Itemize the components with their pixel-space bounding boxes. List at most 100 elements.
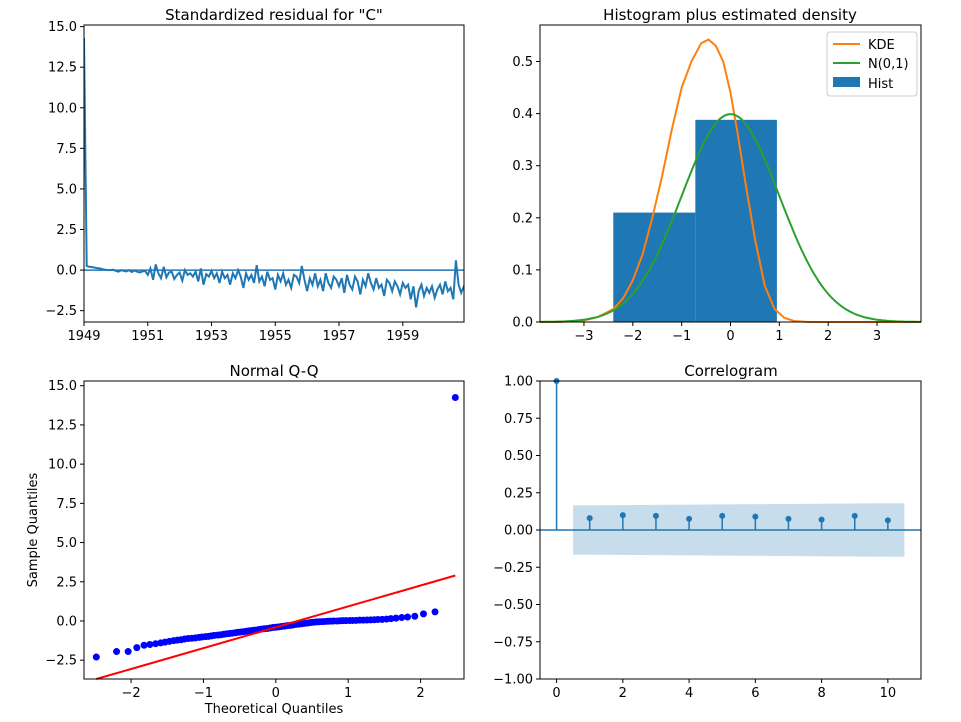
- histogram-x-tick-label: −2: [623, 329, 642, 344]
- correlogram-y-tick-label: 0.25: [504, 486, 533, 501]
- acf-marker: [586, 515, 593, 522]
- acf-marker: [785, 515, 792, 522]
- histogram-x-tick-label: −1: [672, 329, 691, 344]
- qq-point: [419, 610, 427, 618]
- correlogram-x-tick-label: 2: [619, 686, 627, 701]
- correlogram-x-tick-label: 8: [817, 686, 825, 701]
- correlogram-x-tick-label: 10: [880, 686, 897, 701]
- correlogram-y-tick-label: 0.50: [504, 449, 533, 464]
- qq-reference-line: [96, 574, 456, 680]
- residual-y-tick-label: 12.5: [48, 61, 77, 76]
- residual-title: Standardized residual for "C": [165, 6, 383, 24]
- qq-point: [451, 393, 459, 401]
- qq-panel: Normal Q-Q Theoretical Quantiles Sample …: [26, 362, 465, 717]
- qq-point: [398, 614, 406, 622]
- qq-point: [133, 644, 141, 652]
- histogram-title: Histogram plus estimated density: [603, 6, 857, 24]
- acf-marker: [652, 512, 659, 519]
- residual-axes-frame: [83, 24, 465, 323]
- qq-point: [411, 612, 419, 620]
- acf-marker: [719, 512, 726, 519]
- qq-point: [146, 640, 154, 648]
- qq-x-tick-label: 0: [272, 686, 280, 701]
- residual-x-tick-label: 1949: [67, 329, 100, 344]
- histogram-bar: [695, 119, 777, 323]
- qq-x-tick-label: −1: [194, 686, 213, 701]
- correlogram-panel: Correlogram 0 2 4 6 8 10 −1.00 −0.75 −0.50 −0.25 0…: [493, 362, 922, 701]
- correlogram-title: Correlogram: [684, 362, 777, 380]
- correlogram-y-tick-label: 1.00: [504, 375, 533, 390]
- histogram-legend: KDE N(0,1) Hist: [826, 31, 918, 97]
- residual-x-tick-label: 1953: [195, 329, 228, 344]
- correlogram-y-tick-label: −0.75: [493, 635, 533, 650]
- residual-x-tick-label: 1957: [322, 329, 355, 344]
- correlogram-y-tick-label: 0.75: [504, 412, 533, 427]
- qq-x-tick-label: 1: [344, 686, 352, 701]
- qq-point: [124, 648, 132, 656]
- qq-xlabel: Theoretical Quantiles: [204, 702, 344, 717]
- qq-point: [404, 613, 412, 621]
- qq-point: [392, 614, 400, 622]
- qq-point: [431, 608, 439, 616]
- qq-point: [92, 653, 100, 661]
- correlogram-y-tick-label: −1.00: [493, 673, 533, 688]
- histogram-y-tick-label: 0.5: [512, 55, 533, 70]
- legend-hist-swatch: [833, 77, 860, 87]
- histogram-bar: [613, 212, 696, 322]
- histogram-x-tick-label: 0: [726, 329, 734, 344]
- residual-x-tick-label: 1951: [131, 329, 164, 344]
- histogram-x-tick-label: 3: [873, 329, 881, 344]
- qq-y-tick-label: 12.5: [48, 418, 77, 433]
- qq-point: [387, 615, 395, 623]
- qq-ylabel: Sample Quantiles: [26, 472, 41, 587]
- qq-y-tick-label: 0.0: [56, 614, 77, 629]
- residual-y-tick-label: 15.0: [48, 20, 77, 35]
- correlogram-y-tick-label: 0.00: [504, 524, 533, 539]
- qq-title: Normal Q-Q: [229, 362, 318, 380]
- histogram-y-tick-label: 0.3: [512, 159, 533, 174]
- correlogram-y-tick-label: −0.50: [493, 598, 533, 613]
- acf-marker: [686, 515, 693, 522]
- correlogram-x-tick-label: 0: [552, 686, 560, 701]
- histogram-y-tick-label: 0.2: [512, 211, 533, 226]
- qq-y-tick-label: 2.5: [56, 575, 77, 590]
- qq-y-tick-label: 10.0: [48, 458, 77, 473]
- residual-series-line: [84, 37, 464, 308]
- correlogram-x-tick-label: 6: [751, 686, 759, 701]
- histogram-x-tick-label: −3: [574, 329, 593, 344]
- histogram-panel: Histogram plus estimated density −3 −2 −1 0…: [512, 6, 922, 344]
- histogram-x-tick-label: 1: [775, 329, 783, 344]
- histogram-y-tick-label: 0.4: [512, 107, 533, 122]
- acf-marker: [752, 513, 759, 520]
- qq-y-tick-label: 5.0: [56, 536, 77, 551]
- residual-y-tick-label: 7.5: [56, 142, 77, 157]
- acf-marker: [619, 512, 626, 519]
- qq-y-tick-label: −2.5: [45, 654, 77, 669]
- qq-point: [140, 641, 148, 649]
- correlogram-y-tick-label: −0.25: [493, 561, 533, 576]
- histogram-y-tick-label: 0.1: [512, 263, 533, 278]
- residual-x-tick-label: 1959: [386, 329, 419, 344]
- qq-y-tick-label: 15.0: [48, 379, 77, 394]
- residual-panel: Standardized residual for "C" 1949 1951 19…: [45, 6, 465, 344]
- residual-y-tick-label: 10.0: [48, 101, 77, 116]
- correlogram-x-tick-label: 4: [685, 686, 693, 701]
- residual-y-tick-label: 5.0: [56, 182, 77, 197]
- acf-marker: [818, 516, 825, 523]
- residual-y-tick-label: −2.5: [45, 304, 77, 319]
- acf-marker: [884, 517, 891, 524]
- qq-x-tick-label: 2: [416, 686, 424, 701]
- residual-x-tick-label: 1955: [259, 329, 292, 344]
- normal-density-line: [540, 113, 921, 323]
- histogram-x-tick-label: 2: [824, 329, 832, 344]
- kde-line: [540, 38, 921, 323]
- acf-marker: [851, 512, 858, 519]
- qq-axes-frame: [83, 380, 465, 680]
- residual-y-tick-label: 0.0: [56, 264, 77, 279]
- qq-y-tick-label: 7.5: [56, 497, 77, 512]
- legend-normal-label: N(0,1): [868, 57, 909, 72]
- histogram-y-tick-label: 0.0: [512, 316, 533, 331]
- qq-x-tick-label: −2: [121, 686, 140, 701]
- residual-y-tick-label: 2.5: [56, 223, 77, 238]
